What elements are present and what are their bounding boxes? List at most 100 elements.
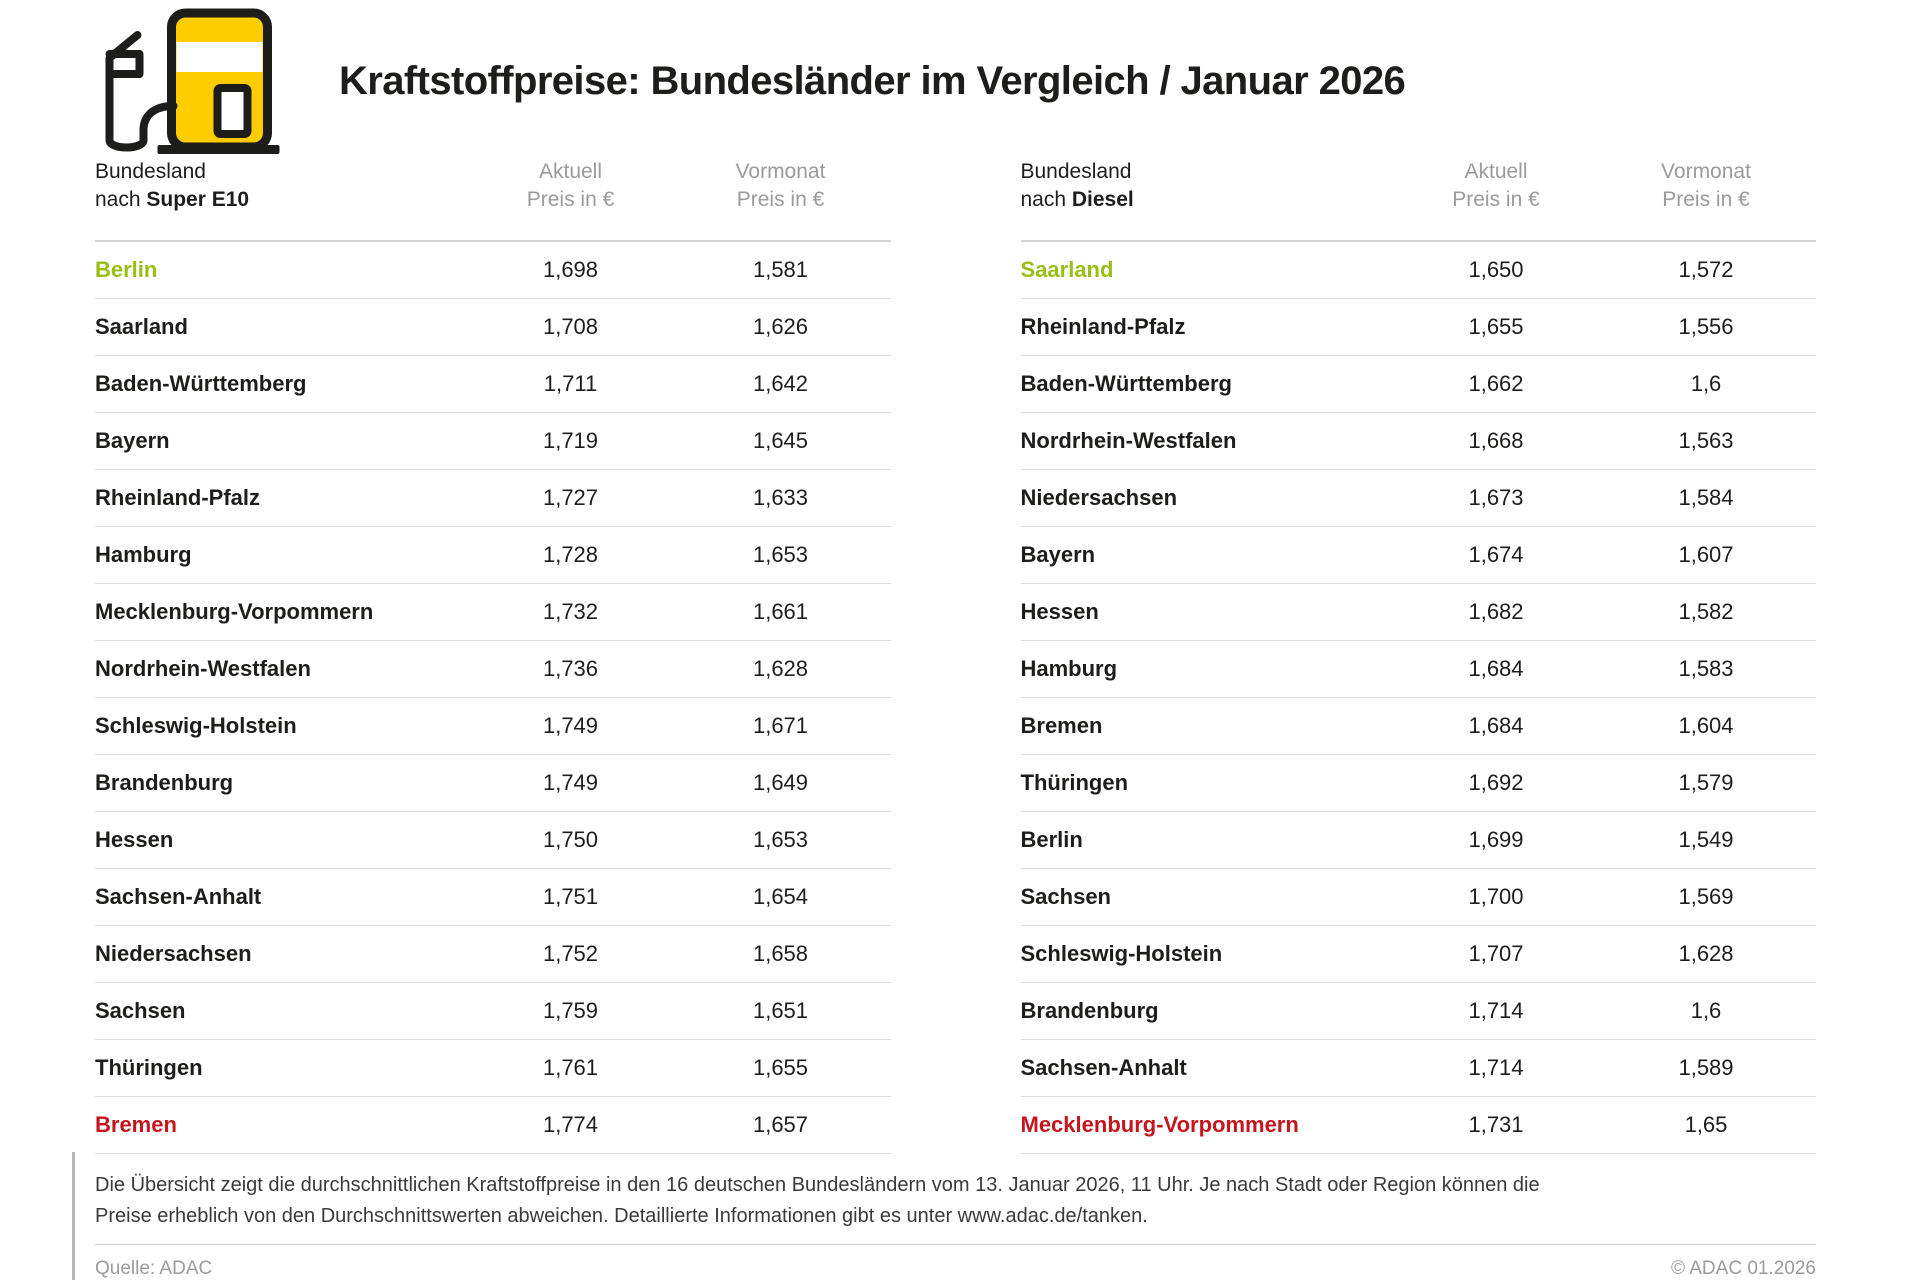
price-unit-label: Preis in € xyxy=(526,188,615,211)
footnote-line1: Die Übersicht zeigt die durchschnittlich… xyxy=(95,1174,1540,1196)
vormonat-price: 1,581 xyxy=(752,257,809,282)
aktuell-price: 1,674 xyxy=(1468,542,1524,567)
bundesland-label: Saarland xyxy=(95,314,188,339)
bundesland-label: Rheinland-Pfalz xyxy=(1020,314,1186,339)
vormonat-price: 1,626 xyxy=(752,314,809,339)
bundesland-label: Hamburg xyxy=(95,542,192,567)
column-header-aktuell: Aktuell Preis in € xyxy=(471,158,671,214)
bundesland-label: Niedersachsen xyxy=(1020,485,1178,510)
table-row: Baden-Württemberg 1,711 1,642 xyxy=(95,356,891,413)
bundesland-label: Saarland xyxy=(1020,257,1114,282)
aktuell-price: 1,751 xyxy=(542,884,599,909)
table-row: Brandenburg 1,714 1,6 xyxy=(1020,983,1816,1040)
aktuell-price: 1,749 xyxy=(542,770,599,795)
table-row: Schleswig-Holstein 1,749 1,671 xyxy=(95,698,891,755)
vormonat-price: 1,604 xyxy=(1678,713,1734,738)
column-header-bundesland: Bundesland nach Diesel xyxy=(1021,158,1397,214)
aktuell-price: 1,699 xyxy=(1468,827,1524,852)
aktuell-price: 1,692 xyxy=(1468,770,1524,795)
vormonat-price: 1,671 xyxy=(752,713,809,738)
table-row: Sachsen 1,700 1,569 xyxy=(1020,869,1816,926)
bundesland-label: Bayern xyxy=(95,428,170,453)
bundesland-label: Nordrhein-Westfalen xyxy=(1020,428,1237,453)
bundesland-label: Sachsen-Anhalt xyxy=(1020,1055,1187,1080)
bundesland-label: Mecklenburg-Vorpommern xyxy=(1020,1112,1299,1137)
table-row: Sachsen-Anhalt 1,714 1,589 xyxy=(1020,1040,1816,1097)
aktuell-price: 1,655 xyxy=(1468,314,1524,339)
table-row: Saarland 1,650 1,572 xyxy=(1020,242,1816,299)
vormonat-price: 1,579 xyxy=(1678,770,1734,795)
aktuell-price: 1,668 xyxy=(1468,428,1524,453)
vormonat-label: Vormonat xyxy=(735,160,826,183)
vormonat-price: 1,628 xyxy=(1678,941,1734,966)
table-header-diesel: Bundesland nach Diesel Aktuell Preis in … xyxy=(1020,152,1816,242)
aktuell-price: 1,749 xyxy=(542,713,599,738)
bundesland-label: Bremen xyxy=(95,1112,177,1137)
bundesland-label: Berlin xyxy=(1020,827,1083,852)
vormonat-price: 1,657 xyxy=(752,1112,809,1137)
footnote: Die Übersicht zeigt die durchschnittlich… xyxy=(95,1170,1816,1232)
vormonat-label: Vormonat xyxy=(1661,160,1751,183)
vormonat-price: 1,572 xyxy=(1678,257,1734,282)
aktuell-price: 1,684 xyxy=(1468,713,1524,738)
bundesland-label: Sachsen-Anhalt xyxy=(95,884,262,909)
table-body-diesel: Saarland 1,650 1,572 Rheinland-Pfalz 1,655 1,… xyxy=(1020,242,1816,1154)
vormonat-price: 1,653 xyxy=(752,827,809,852)
bundesland-header-line1: Bundesland xyxy=(95,160,206,183)
fuel-prefix: nach xyxy=(1020,188,1072,211)
column-header-vormonat: Vormonat Preis in € xyxy=(671,158,891,214)
table-row: Mecklenburg-Vorpommern 1,732 1,661 xyxy=(95,584,891,641)
aktuell-price: 1,731 xyxy=(1468,1112,1524,1137)
aktuell-price: 1,759 xyxy=(542,998,599,1023)
bundesland-label: Schleswig-Holstein xyxy=(1020,941,1223,966)
footer: Quelle: ADAC © ADAC 01.2026 xyxy=(95,1244,1816,1280)
table-row: Rheinland-Pfalz 1,727 1,633 xyxy=(95,470,891,527)
vormonat-price: 1,563 xyxy=(1678,428,1734,453)
copyright-label: © ADAC 01.2026 xyxy=(1671,1258,1816,1279)
table-row: Brandenburg 1,749 1,649 xyxy=(95,755,891,812)
bundesland-header-line1: Bundesland xyxy=(1020,160,1132,183)
vormonat-price: 1,549 xyxy=(1678,827,1734,852)
table-row: Sachsen-Anhalt 1,751 1,654 xyxy=(95,869,891,926)
vormonat-price: 1,655 xyxy=(752,1055,809,1080)
table-row: Bayern 1,719 1,645 xyxy=(95,413,891,470)
vormonat-price: 1,584 xyxy=(1678,485,1734,510)
tables-container: Bundesland nach Super E10 Aktuell Preis … xyxy=(95,152,1816,1154)
vormonat-price: 1,642 xyxy=(752,371,809,396)
bundesland-label: Nordrhein-Westfalen xyxy=(95,656,311,681)
vormonat-price: 1,607 xyxy=(1678,542,1734,567)
aktuell-price: 1,774 xyxy=(542,1112,599,1137)
bundesland-label: Berlin xyxy=(95,257,158,282)
bundesland-label: Bremen xyxy=(1020,713,1103,738)
column-header-vormonat: Vormonat Preis in € xyxy=(1596,158,1816,214)
aktuell-price: 1,711 xyxy=(543,371,598,396)
bundesland-label: Baden-Württemberg xyxy=(1020,371,1232,396)
table-body-super-e10: Berlin 1,698 1,581 Saarland 1,708 1,626 Baden-… xyxy=(95,242,891,1154)
aktuell-price: 1,662 xyxy=(1468,371,1524,396)
bundesland-label: Hamburg xyxy=(1020,656,1118,681)
bundesland-label: Sachsen xyxy=(1020,884,1112,909)
fuel-name: Super E10 xyxy=(146,188,250,211)
vormonat-price: 1,633 xyxy=(752,485,809,510)
bundesland-label: Brandenburg xyxy=(95,770,234,795)
aktuell-price: 1,727 xyxy=(542,485,599,510)
aktuell-label: Aktuell xyxy=(1464,160,1528,183)
left-edge-rule xyxy=(72,1152,75,1280)
vormonat-price: 1,658 xyxy=(752,941,809,966)
aktuell-price: 1,752 xyxy=(542,941,599,966)
bundesland-label: Niedersachsen xyxy=(95,941,252,966)
aktuell-price: 1,714 xyxy=(1468,998,1524,1023)
table-row: Nordrhein-Westfalen 1,668 1,563 xyxy=(1020,413,1816,470)
table-header-super-e10: Bundesland nach Super E10 Aktuell Preis … xyxy=(95,152,891,242)
table-row: Berlin 1,699 1,549 xyxy=(1020,812,1816,869)
table-row: Saarland 1,708 1,626 xyxy=(95,299,891,356)
vormonat-price: 1,582 xyxy=(1678,599,1734,624)
bundesland-label: Brandenburg xyxy=(1020,998,1159,1023)
aktuell-price: 1,673 xyxy=(1468,485,1524,510)
column-header-aktuell: Aktuell Preis in € xyxy=(1396,158,1596,214)
aktuell-price: 1,700 xyxy=(1468,884,1524,909)
vormonat-price: 1,628 xyxy=(752,656,809,681)
vormonat-price: 1,569 xyxy=(1678,884,1734,909)
bundesland-label: Baden-Württemberg xyxy=(95,371,307,396)
